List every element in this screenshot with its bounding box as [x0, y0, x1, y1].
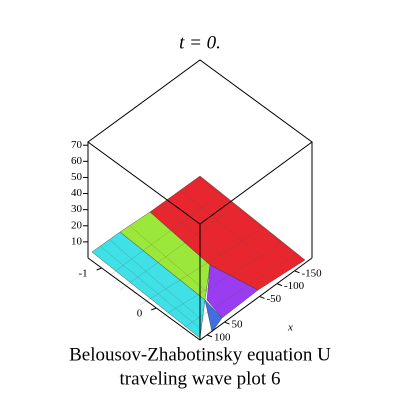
z-tick-label: 70 — [71, 139, 83, 151]
x-tick — [206, 334, 213, 338]
caption-line: Belousov-Zhabotinsky equation U — [69, 344, 331, 365]
z-tick-label: 50 — [71, 171, 83, 183]
surface-patch — [91, 231, 206, 339]
y-tick — [151, 307, 157, 311]
x-tick-label: -100 — [284, 280, 305, 292]
y-tick-label: -1 — [78, 268, 87, 280]
x-tick — [224, 321, 230, 325]
x-tick — [259, 295, 265, 299]
y-tick — [96, 267, 102, 271]
x-tick-label: 50 — [232, 319, 244, 331]
z-tick-label: 20 — [71, 219, 83, 231]
x-tick-label: -50 — [267, 293, 282, 305]
x-axis-label: x — [287, 322, 293, 334]
chart-title: t = 0. — [179, 32, 221, 53]
y-tick-label: 0 — [137, 308, 143, 320]
x-tick-label: 100 — [214, 331, 231, 343]
z-tick-label: 40 — [71, 187, 83, 199]
z-tick-label: 60 — [71, 155, 83, 167]
z-tick-label: 10 — [71, 235, 83, 247]
surface-patch — [204, 299, 223, 333]
caption-line: traveling wave plot 6 — [120, 368, 281, 389]
x-tick-label: -150 — [302, 267, 323, 279]
x-tick — [276, 283, 283, 287]
x-tick — [294, 270, 300, 274]
surface — [91, 175, 306, 339]
z-tick-label: 30 — [71, 203, 83, 215]
